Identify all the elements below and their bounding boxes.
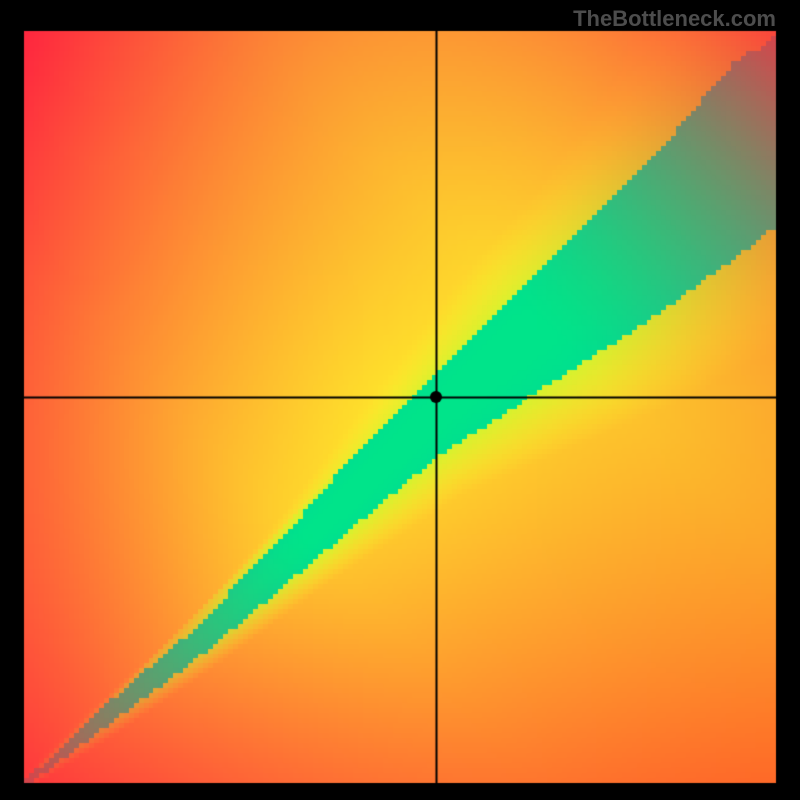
bottleneck-heatmap [0, 0, 800, 800]
watermark-text: TheBottleneck.com [573, 6, 776, 32]
